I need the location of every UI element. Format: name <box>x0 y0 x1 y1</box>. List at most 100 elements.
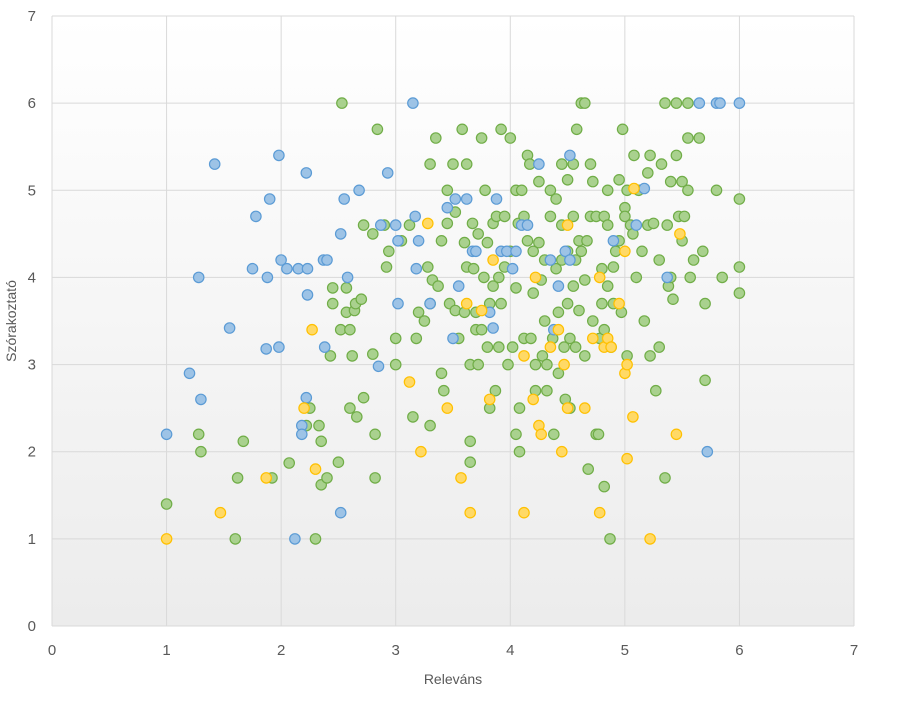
data-point <box>263 193 276 205</box>
data-point <box>541 384 553 397</box>
data-point <box>582 463 594 475</box>
data-point <box>350 411 363 423</box>
data-point <box>458 236 471 249</box>
data-point <box>518 350 530 362</box>
x-axis-label: Releváns <box>424 671 482 687</box>
data-point <box>369 472 381 484</box>
data-point <box>533 175 545 188</box>
data-point <box>527 287 539 299</box>
series-2 <box>160 182 686 545</box>
data-point <box>338 193 350 205</box>
data-point <box>649 384 662 397</box>
data-point <box>661 271 673 284</box>
data-point <box>733 261 746 273</box>
data-point <box>684 271 696 284</box>
data-point <box>250 210 262 223</box>
data-point <box>627 411 639 423</box>
data-point <box>578 402 591 414</box>
data-point <box>392 297 404 310</box>
data-point <box>487 254 499 266</box>
data-point <box>661 219 673 231</box>
data-point <box>578 97 591 109</box>
data-point <box>550 193 562 205</box>
data-point <box>510 428 522 441</box>
data-point <box>630 271 643 284</box>
data-point <box>567 280 580 292</box>
data-point <box>381 167 394 179</box>
data-point <box>415 445 427 458</box>
data-point <box>561 174 574 186</box>
data-point <box>455 472 467 484</box>
data-point <box>369 428 381 441</box>
data-point <box>429 132 442 144</box>
data-point <box>334 506 347 519</box>
data-point <box>630 219 643 231</box>
data-point <box>733 193 746 205</box>
data-point <box>424 158 436 170</box>
data-point <box>641 167 654 179</box>
data-point <box>529 358 542 371</box>
data-point <box>273 149 285 162</box>
data-point <box>533 158 545 170</box>
data-point <box>638 182 651 195</box>
data-point <box>513 445 526 458</box>
data-point <box>281 262 293 275</box>
data-point <box>558 341 570 353</box>
data-point <box>544 184 557 197</box>
data-point <box>586 332 599 345</box>
data-point <box>449 304 462 317</box>
x-tick-label: 2 <box>277 642 285 659</box>
data-point <box>374 219 387 231</box>
data-point <box>510 282 522 294</box>
data-point <box>341 271 354 284</box>
x-tick-label: 3 <box>392 642 400 659</box>
data-point <box>412 306 425 319</box>
data-point <box>529 271 542 284</box>
data-point <box>569 341 582 353</box>
data-point <box>160 533 173 545</box>
data-point <box>564 332 576 345</box>
data-point <box>460 158 473 170</box>
data-point <box>653 254 665 266</box>
data-point <box>676 175 688 188</box>
data-point <box>607 261 620 273</box>
data-point <box>382 245 395 258</box>
data-point <box>604 533 616 545</box>
y-tick-label: 2 <box>28 444 36 461</box>
data-point <box>586 175 599 188</box>
data-point <box>616 123 629 136</box>
data-point <box>441 217 454 230</box>
data-point <box>605 341 617 353</box>
data-point <box>593 506 606 519</box>
data-point <box>237 435 250 448</box>
data-point <box>670 428 683 441</box>
data-point <box>521 219 534 231</box>
data-point <box>472 358 484 371</box>
data-point <box>596 297 608 310</box>
data-point <box>410 332 423 345</box>
data-point <box>195 445 207 458</box>
data-point <box>628 182 640 195</box>
data-point <box>452 280 465 292</box>
y-tick-label: 5 <box>28 182 36 199</box>
data-point <box>464 456 476 468</box>
data-point <box>357 391 370 404</box>
data-point <box>301 262 314 275</box>
data-point <box>533 236 545 249</box>
data-point <box>437 384 450 397</box>
data-point <box>601 219 614 231</box>
tick-labels: 0 1 2 3 4 5 6 7 0 1 2 3 4 5 6 7 <box>28 8 859 659</box>
data-point <box>613 174 625 186</box>
data-point <box>733 97 746 109</box>
data-point <box>487 280 499 292</box>
data-point <box>260 472 272 484</box>
data-point <box>492 341 505 353</box>
data-point <box>513 402 526 414</box>
series-1 <box>160 97 746 545</box>
data-point <box>664 175 677 188</box>
data-point <box>659 97 671 109</box>
data-point <box>521 235 534 247</box>
data-point <box>160 428 173 441</box>
data-point <box>687 254 700 266</box>
data-point <box>467 262 480 275</box>
